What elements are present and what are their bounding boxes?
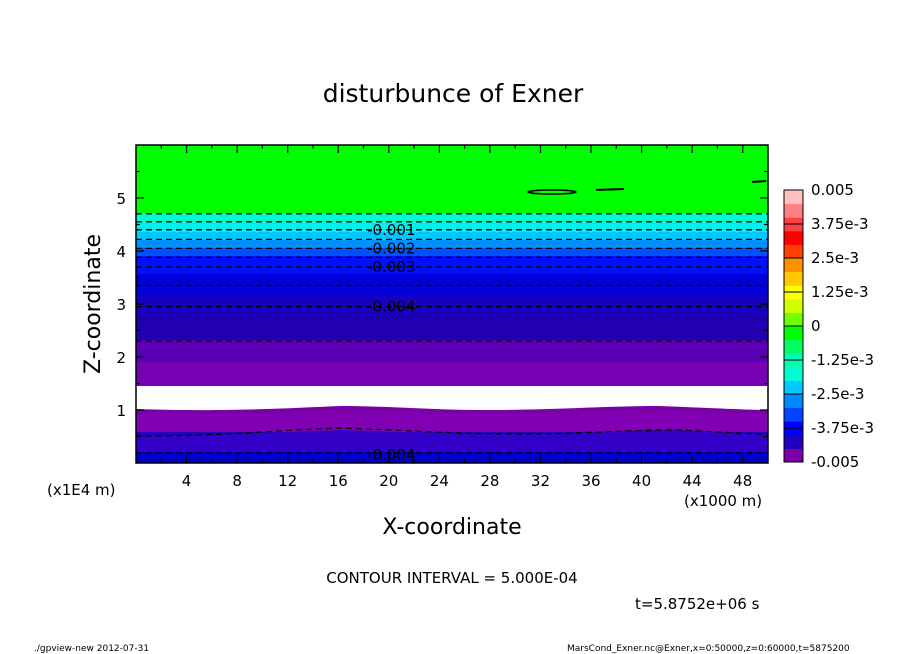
colorbar-label-4: 0	[811, 317, 821, 335]
colorbar-swatch-14	[784, 258, 803, 273]
x-tick-label-16: 16	[329, 472, 348, 490]
colorbar-swatch-11	[784, 298, 803, 313]
contour-blob-1	[527, 189, 577, 195]
plot-area: -0.001-0.002-0.003-0.004-0.004 4 8 12 16 20 2…	[116, 144, 769, 490]
x-tick-label-32: 32	[531, 472, 550, 490]
band-blue-2	[136, 256, 768, 274]
colorbar: 0.005 3.75e-3 2.5e-3 1.25e-3 0 -1.25e-3 -2.5e-…	[783, 181, 874, 471]
x-tick-label-44: 44	[683, 472, 702, 490]
x-unit-label: (x1000 m)	[684, 492, 762, 510]
chart-title: disturbunce of Exner	[323, 79, 584, 108]
contour-label-3: -0.004	[367, 298, 415, 316]
colorbar-label-0: 0.005	[811, 181, 854, 199]
colorbar-swatch-10	[784, 312, 803, 327]
band-blue-4	[136, 240, 768, 248]
x-axis-label: X-coordinate	[382, 515, 521, 540]
colorbar-swatch-3	[784, 407, 803, 422]
band-cyan-2	[136, 223, 768, 232]
band-indigo-2	[136, 316, 768, 340]
contour-interval: CONTOUR INTERVAL = 5.000E-04	[326, 569, 577, 587]
colorbar-swatch-9	[784, 326, 803, 341]
band-green	[136, 145, 768, 213]
colorbar-label-3: 1.25e-3	[811, 283, 869, 301]
x-tick-label-12: 12	[278, 472, 297, 490]
band-blue-3	[136, 248, 768, 256]
dashed-contours	[135, 213, 769, 454]
y-tick-label-3: 3	[116, 296, 126, 314]
colorbar-label-5: -1.25e-3	[811, 351, 874, 369]
footer-left: ./gpview-new 2012-07-31	[34, 644, 149, 654]
contour-blob-3	[751, 180, 767, 183]
y-unit-label: (x1E4 m)	[47, 481, 116, 499]
x-tick-label-40: 40	[632, 472, 651, 490]
colorbar-swatch-5	[784, 380, 803, 395]
x-tick-label-28: 28	[480, 472, 499, 490]
x-tick-label-36: 36	[581, 472, 600, 490]
band-cyan-1	[136, 232, 768, 240]
y-axis-label: Z-coordinate	[81, 234, 106, 374]
colorbar-swatch-0	[784, 448, 803, 463]
contour-label-2: -0.003	[367, 258, 415, 276]
colorbar-label-2: 2.5e-3	[811, 249, 859, 267]
x-tick-label-24: 24	[430, 472, 449, 490]
colorbar-label-8: -0.005	[811, 453, 859, 471]
time-stamp: t=5.8752e+06 s	[635, 595, 760, 613]
x-tick-label-48: 48	[733, 472, 752, 490]
band-white-edge	[136, 406, 768, 414]
colorbar-swatch-18	[784, 203, 803, 218]
x-tick-label-8: 8	[232, 472, 242, 490]
colorbar-swatch-16	[784, 230, 803, 245]
colorbar-swatch-1	[784, 434, 803, 449]
colorbar-label-1: 3.75e-3	[811, 215, 869, 233]
colorbar-swatch-13	[784, 271, 803, 286]
x-tick-label-20: 20	[379, 472, 398, 490]
contour-label-1: -0.002	[367, 239, 415, 257]
colorbar-swatch-19	[784, 190, 803, 205]
band-violet	[136, 362, 768, 386]
y-tick-label-2: 2	[116, 349, 126, 367]
band-wave-mid	[136, 430, 768, 452]
dashed-contour-wave-1	[135, 427, 769, 437]
colorbar-swatch-6	[784, 366, 803, 381]
colorbar-swatch-15	[784, 244, 803, 259]
band-teal	[136, 213, 768, 223]
x-tick-label-4: 4	[182, 472, 192, 490]
colorbar-swatch-4	[784, 394, 803, 409]
contour-label-4: -0.004	[367, 446, 415, 464]
contour-blob-2	[595, 188, 625, 191]
y-tick-label-4: 4	[116, 243, 126, 261]
x-axis-ticks: 4 8 12 16 20 24 28 32 36 40 44 48	[160, 145, 752, 490]
band-violet-2	[136, 340, 768, 362]
y-tick-label-1: 1	[116, 402, 126, 420]
colorbar-label-7: -3.75e-3	[811, 419, 874, 437]
contour-label-0: -0.001	[367, 221, 415, 239]
contour-labels: -0.001-0.002-0.003 -0.004 -0.004	[367, 221, 415, 464]
y-axis-ticks: 1 2 3 4 5	[116, 170, 768, 438]
colorbar-label-6: -2.5e-3	[811, 385, 864, 403]
footer-right: MarsCond_Exner.nc@Exner,x=0:50000,z=0:60…	[567, 644, 850, 654]
colorbar-swatch-8	[784, 339, 803, 354]
y-tick-label-5: 5	[116, 190, 126, 208]
